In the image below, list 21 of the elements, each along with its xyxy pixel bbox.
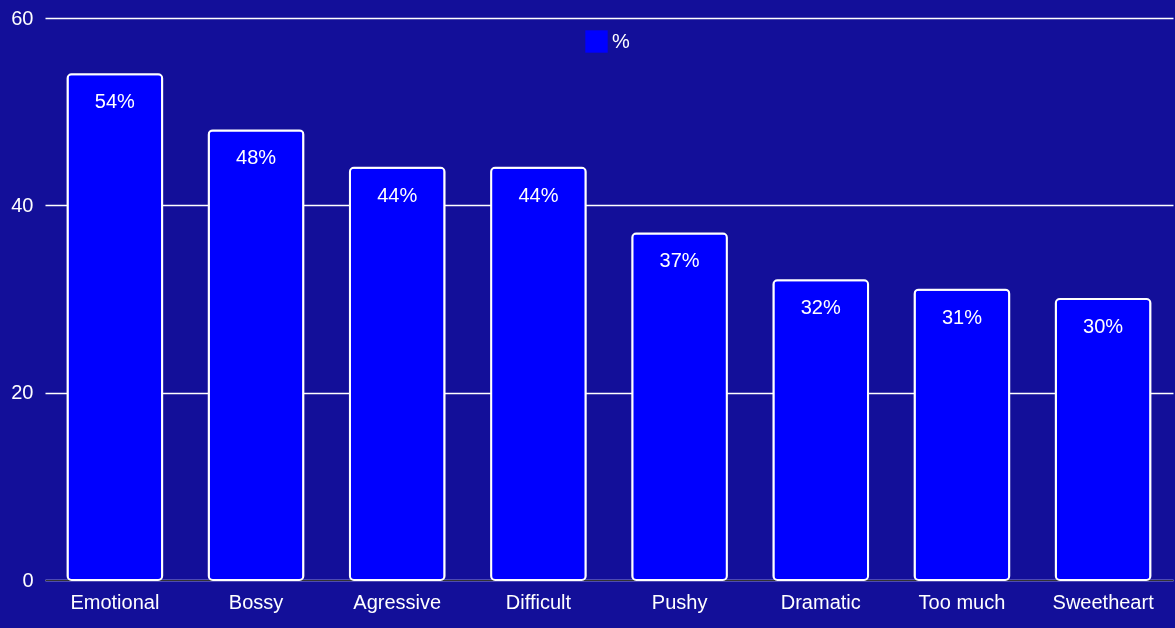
x-tick-label: Pushy	[651, 590, 708, 613]
y-tick-label: 20	[11, 381, 34, 404]
data-label: 32%	[800, 296, 841, 319]
x-tick-label: Too much	[918, 590, 1006, 613]
data-label: 31%	[941, 305, 983, 328]
y-tick-label: 60	[11, 6, 34, 29]
x-tick-label: Sweetheart	[1052, 590, 1155, 613]
x-tick-label: Dramatic	[780, 590, 861, 613]
data-label: 44%	[377, 183, 418, 206]
data-label: 44%	[518, 183, 559, 206]
data-label: 37%	[659, 249, 700, 272]
x-tick-label: Bossy	[228, 590, 284, 613]
data-label: 30%	[1083, 315, 1124, 337]
legend-label: %	[612, 29, 630, 52]
data-label: 48%	[236, 146, 277, 169]
y-tick-label: 40	[11, 193, 34, 216]
x-tick-label: Agressive	[353, 590, 442, 613]
data-label: 54%	[94, 90, 136, 113]
y-tick-label: 0	[22, 568, 34, 591]
x-tick-label: Emotional	[70, 590, 160, 613]
x-tick-label: Difficult	[505, 590, 572, 613]
